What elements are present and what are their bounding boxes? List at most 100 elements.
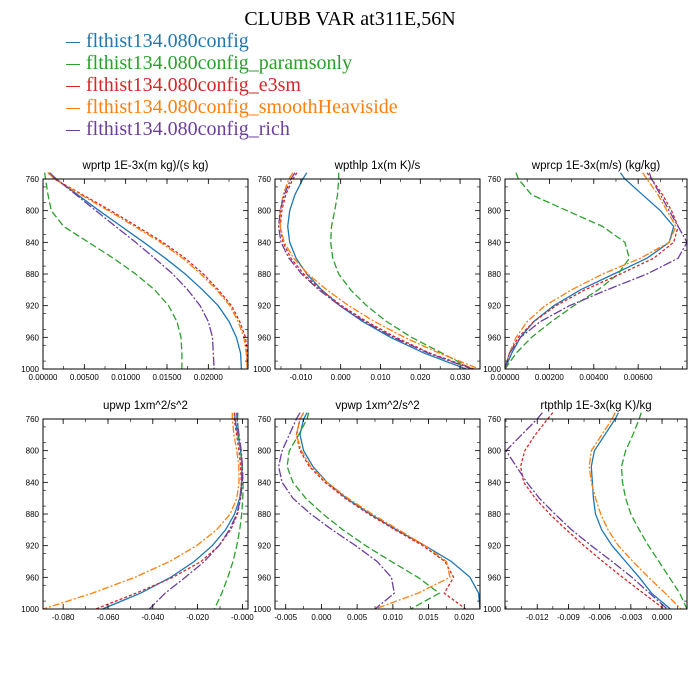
series-line xyxy=(505,172,687,369)
x-tick-label: 0.000 xyxy=(331,373,352,382)
x-tick-label: -0.012 xyxy=(526,613,549,622)
chart-title: upwp 1xm^2/s^2 xyxy=(103,400,188,412)
y-tick-label: 960 xyxy=(258,333,272,342)
legend-item: flthist134.080config_e3sm xyxy=(66,74,398,96)
legend-item: flthist134.080config_smoothHeaviside xyxy=(66,96,398,118)
legend-swatch xyxy=(66,41,80,44)
y-tick-label: 960 xyxy=(258,573,272,582)
series-group xyxy=(44,172,248,369)
legend-swatch xyxy=(66,63,80,66)
series-line xyxy=(286,412,441,609)
series-line xyxy=(295,412,451,609)
series-line xyxy=(47,172,248,369)
y-tick-label: 760 xyxy=(26,175,40,184)
series-line xyxy=(279,172,480,369)
chart-title: vpwp 1xm^2/s^2 xyxy=(335,400,419,412)
series-group xyxy=(505,412,687,609)
x-tick-label: 0.00000 xyxy=(491,373,520,382)
x-tick-label: 0.020 xyxy=(410,373,431,382)
series-line xyxy=(43,412,240,609)
legend-label: flthist134.080config_rich xyxy=(86,118,290,140)
series-line xyxy=(47,172,248,369)
x-tick-label: 0.030 xyxy=(450,373,471,382)
legend: flthist134.080config flthist134.080confi… xyxy=(66,30,398,140)
chart-title: rtpthlp 1E-3x(kg K)/kg xyxy=(540,400,651,412)
legend-swatch xyxy=(66,129,80,132)
y-tick-label: 840 xyxy=(488,238,502,247)
plot-frame xyxy=(274,178,481,370)
x-tick-label: 0.01000 xyxy=(111,373,140,382)
series-line xyxy=(277,172,473,369)
y-tick-label: 760 xyxy=(488,415,502,424)
y-tick-label: 840 xyxy=(258,478,272,487)
legend-label: flthist134.080config_smoothHeaviside xyxy=(86,96,398,118)
legend-swatch xyxy=(66,85,80,88)
chart-panel: wpthlp 1x(m K)/s 760 800 840 880 920 960 1000 -0… xyxy=(253,160,481,382)
legend-item: flthist134.080config xyxy=(66,30,398,52)
y-tick-label: 920 xyxy=(258,302,272,311)
y-tick-label: 920 xyxy=(488,302,502,311)
series-line xyxy=(44,172,183,369)
y-tick-label: 1000 xyxy=(483,365,501,374)
plot-frame xyxy=(42,418,249,610)
x-tick-label: 0.00000 xyxy=(29,373,58,382)
x-tick-label: 0.000 xyxy=(652,613,673,622)
x-tick-label: -0.080 xyxy=(52,613,75,622)
series-line xyxy=(213,412,244,609)
y-tick-label: 920 xyxy=(26,542,40,551)
x-tick-label: 0.015 xyxy=(419,613,440,622)
x-tick-label: 0.000 xyxy=(311,613,332,622)
y-tick-label: 880 xyxy=(258,510,272,519)
y-tick-label: 800 xyxy=(26,447,40,456)
x-tick-label: 0.00500 xyxy=(70,373,99,382)
series-line xyxy=(505,172,679,369)
legend-item: flthist134.080config_paramsonly xyxy=(66,52,398,74)
y-tick-label: 1000 xyxy=(253,605,271,614)
y-tick-label: 800 xyxy=(488,207,502,216)
x-tick-label: 0.01500 xyxy=(153,373,182,382)
plot-frame xyxy=(504,178,688,370)
series-line xyxy=(519,412,665,609)
y-tick-label: 800 xyxy=(258,207,272,216)
series-line xyxy=(102,412,243,609)
y-tick-label: 880 xyxy=(26,510,40,519)
chart-panel: wprtp 1E-3x(m kg)/(s kg) 760 800 840 880 920 9… xyxy=(21,160,249,382)
y-tick-label: 760 xyxy=(258,175,272,184)
y-tick-label: 1000 xyxy=(21,365,39,374)
y-tick-label: 1000 xyxy=(21,605,39,614)
plot-frame xyxy=(42,178,249,370)
y-tick-label: 800 xyxy=(258,447,272,456)
chart-panel: vpwp 1xm^2/s^2 760 800 840 880 920 960 1000-0.0… xyxy=(253,400,481,622)
series-line xyxy=(330,172,473,369)
plot-frame xyxy=(274,418,481,610)
y-tick-label: 800 xyxy=(488,447,502,456)
x-tick-label: 0.005 xyxy=(347,613,368,622)
page-title: CLUBB VAR at311E,56N xyxy=(244,8,456,30)
y-tick-label: 1000 xyxy=(483,605,501,614)
chart-panel: wprcp 1E-3x(m/s) (kg/kg) 760 800 840 880 920 9… xyxy=(483,160,688,382)
y-tick-label: 920 xyxy=(258,542,272,551)
y-tick-label: 800 xyxy=(26,207,40,216)
series-line xyxy=(279,172,475,369)
y-tick-label: 880 xyxy=(26,270,40,279)
x-tick-label: -0.010 xyxy=(290,373,313,382)
series-line xyxy=(505,412,668,609)
x-tick-label: 0.00200 xyxy=(535,373,564,382)
y-tick-label: 880 xyxy=(488,270,502,279)
y-tick-label: 840 xyxy=(258,238,272,247)
series-group xyxy=(277,412,480,609)
legend-label: flthist134.080config_e3sm xyxy=(86,74,301,96)
legend-swatch xyxy=(66,107,80,110)
legend-item: flthist134.080config_rich xyxy=(66,118,398,140)
x-tick-label: -0.020 xyxy=(186,613,209,622)
series-line xyxy=(148,412,244,609)
y-tick-label: 760 xyxy=(488,175,502,184)
legend-label: flthist134.080config xyxy=(86,30,249,52)
x-tick-label: -0.006 xyxy=(588,613,611,622)
y-tick-label: 760 xyxy=(258,415,272,424)
y-tick-label: 880 xyxy=(258,270,272,279)
series-line xyxy=(588,412,682,609)
series-line xyxy=(277,412,396,609)
x-tick-label: 0.010 xyxy=(370,373,391,382)
